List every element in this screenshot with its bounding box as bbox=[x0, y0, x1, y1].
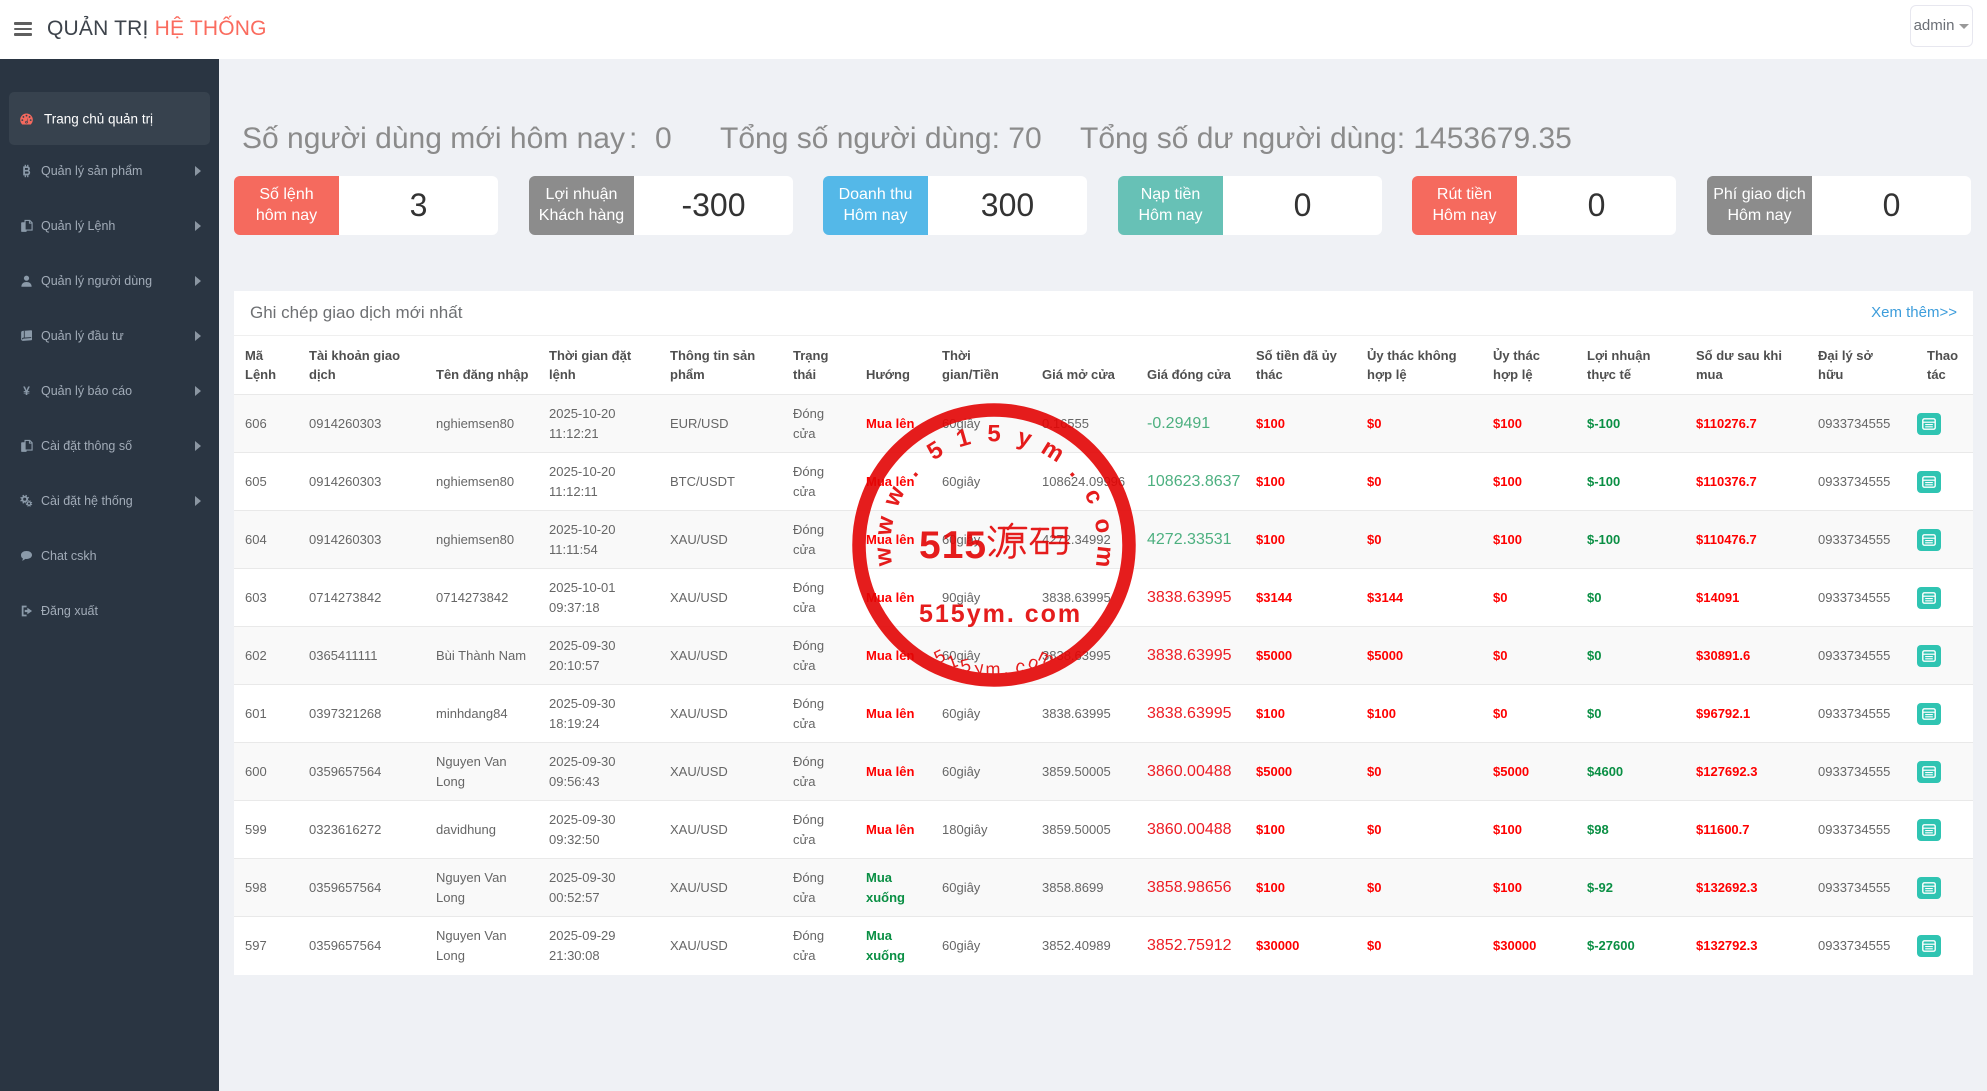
svg-text:¥: ¥ bbox=[23, 384, 30, 397]
